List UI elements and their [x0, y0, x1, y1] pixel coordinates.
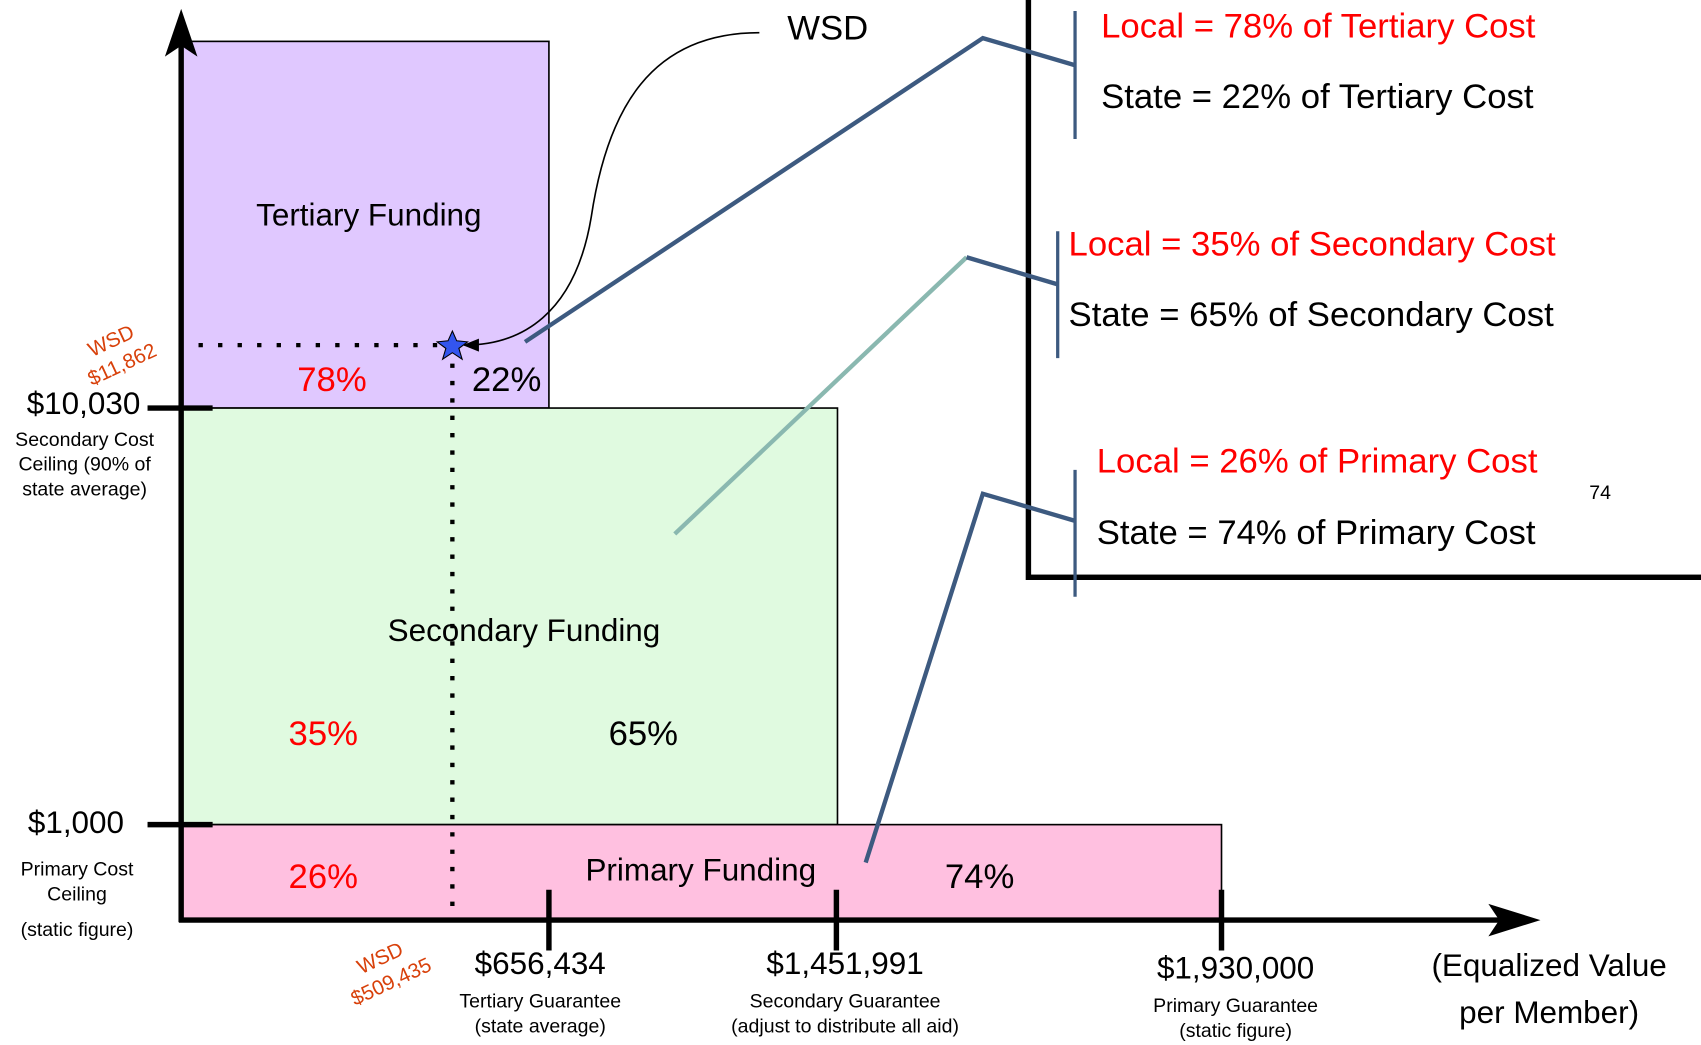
wsd-y-marker: WSD $11,862 — [84, 320, 160, 390]
state-share: 74% — [945, 858, 1014, 896]
y-value: $1,000 — [28, 805, 124, 840]
x-caption: Tertiary Guarantee — [459, 991, 621, 1013]
local-share: 35% — [289, 715, 358, 753]
tertiary-region — [181, 40, 550, 409]
local-share: 78% — [297, 361, 366, 399]
local-text: Local = 35% of Secondary Cost — [1069, 226, 1556, 264]
y-caption: Ceiling (90% of — [18, 454, 151, 476]
state-text: State = 65% of Secondary Cost — [1069, 296, 1555, 334]
callout-line — [965, 255, 1059, 287]
state-text: State = 74% of Primary Cost — [1097, 514, 1536, 552]
y-value: $10,030 — [27, 386, 141, 421]
state-share: 65% — [609, 715, 678, 753]
x-value: $656,434 — [475, 946, 606, 981]
callout-line — [523, 35, 1076, 344]
x-caption: Primary Guarantee — [1153, 995, 1318, 1017]
local-text: Local = 26% of Primary Cost — [1097, 443, 1538, 481]
callout-box — [1025, 0, 1701, 580]
wsd-x-marker: WSD $509,435 — [347, 938, 435, 1011]
local-text: Local = 78% of Tertiary Cost — [1101, 8, 1536, 46]
y-caption: state average) — [22, 479, 147, 501]
region-label: Secondary Funding — [388, 613, 661, 648]
x-caption: (state average) — [475, 1016, 606, 1038]
state-text: State = 22% of Tertiary Cost — [1101, 78, 1534, 116]
callout-line — [673, 255, 969, 536]
y-arrow — [164, 8, 198, 57]
y-caption: Secondary Cost — [15, 429, 154, 451]
region-label: Tertiary Funding — [256, 197, 481, 232]
y-caption: (static figure) — [21, 919, 134, 941]
local-share: 26% — [289, 858, 358, 896]
wsd-pointer — [462, 31, 760, 352]
x-caption: (static figure) — [1179, 1020, 1292, 1042]
state-share: 22% — [472, 361, 541, 399]
x-value: $1,930,000 — [1157, 950, 1314, 985]
x-axis-label: per Member) — [1459, 995, 1639, 1030]
x-arrow — [1488, 903, 1541, 937]
y-caption: Primary Cost — [21, 858, 134, 880]
secondary-region — [181, 407, 839, 826]
region-label: Primary Funding — [585, 853, 816, 888]
x-value: $1,451,991 — [766, 946, 923, 981]
note: 74 — [1589, 482, 1611, 504]
wsd-label: WSD — [787, 10, 868, 48]
primary-region — [181, 823, 1223, 921]
x-axis-label: (Equalized Value — [1431, 948, 1666, 983]
y-caption: Ceiling — [47, 883, 107, 905]
x-caption: Secondary Guarantee — [750, 991, 941, 1013]
x-caption: (adjust to distribute all aid) — [731, 1016, 959, 1038]
callout-line — [863, 491, 1076, 864]
